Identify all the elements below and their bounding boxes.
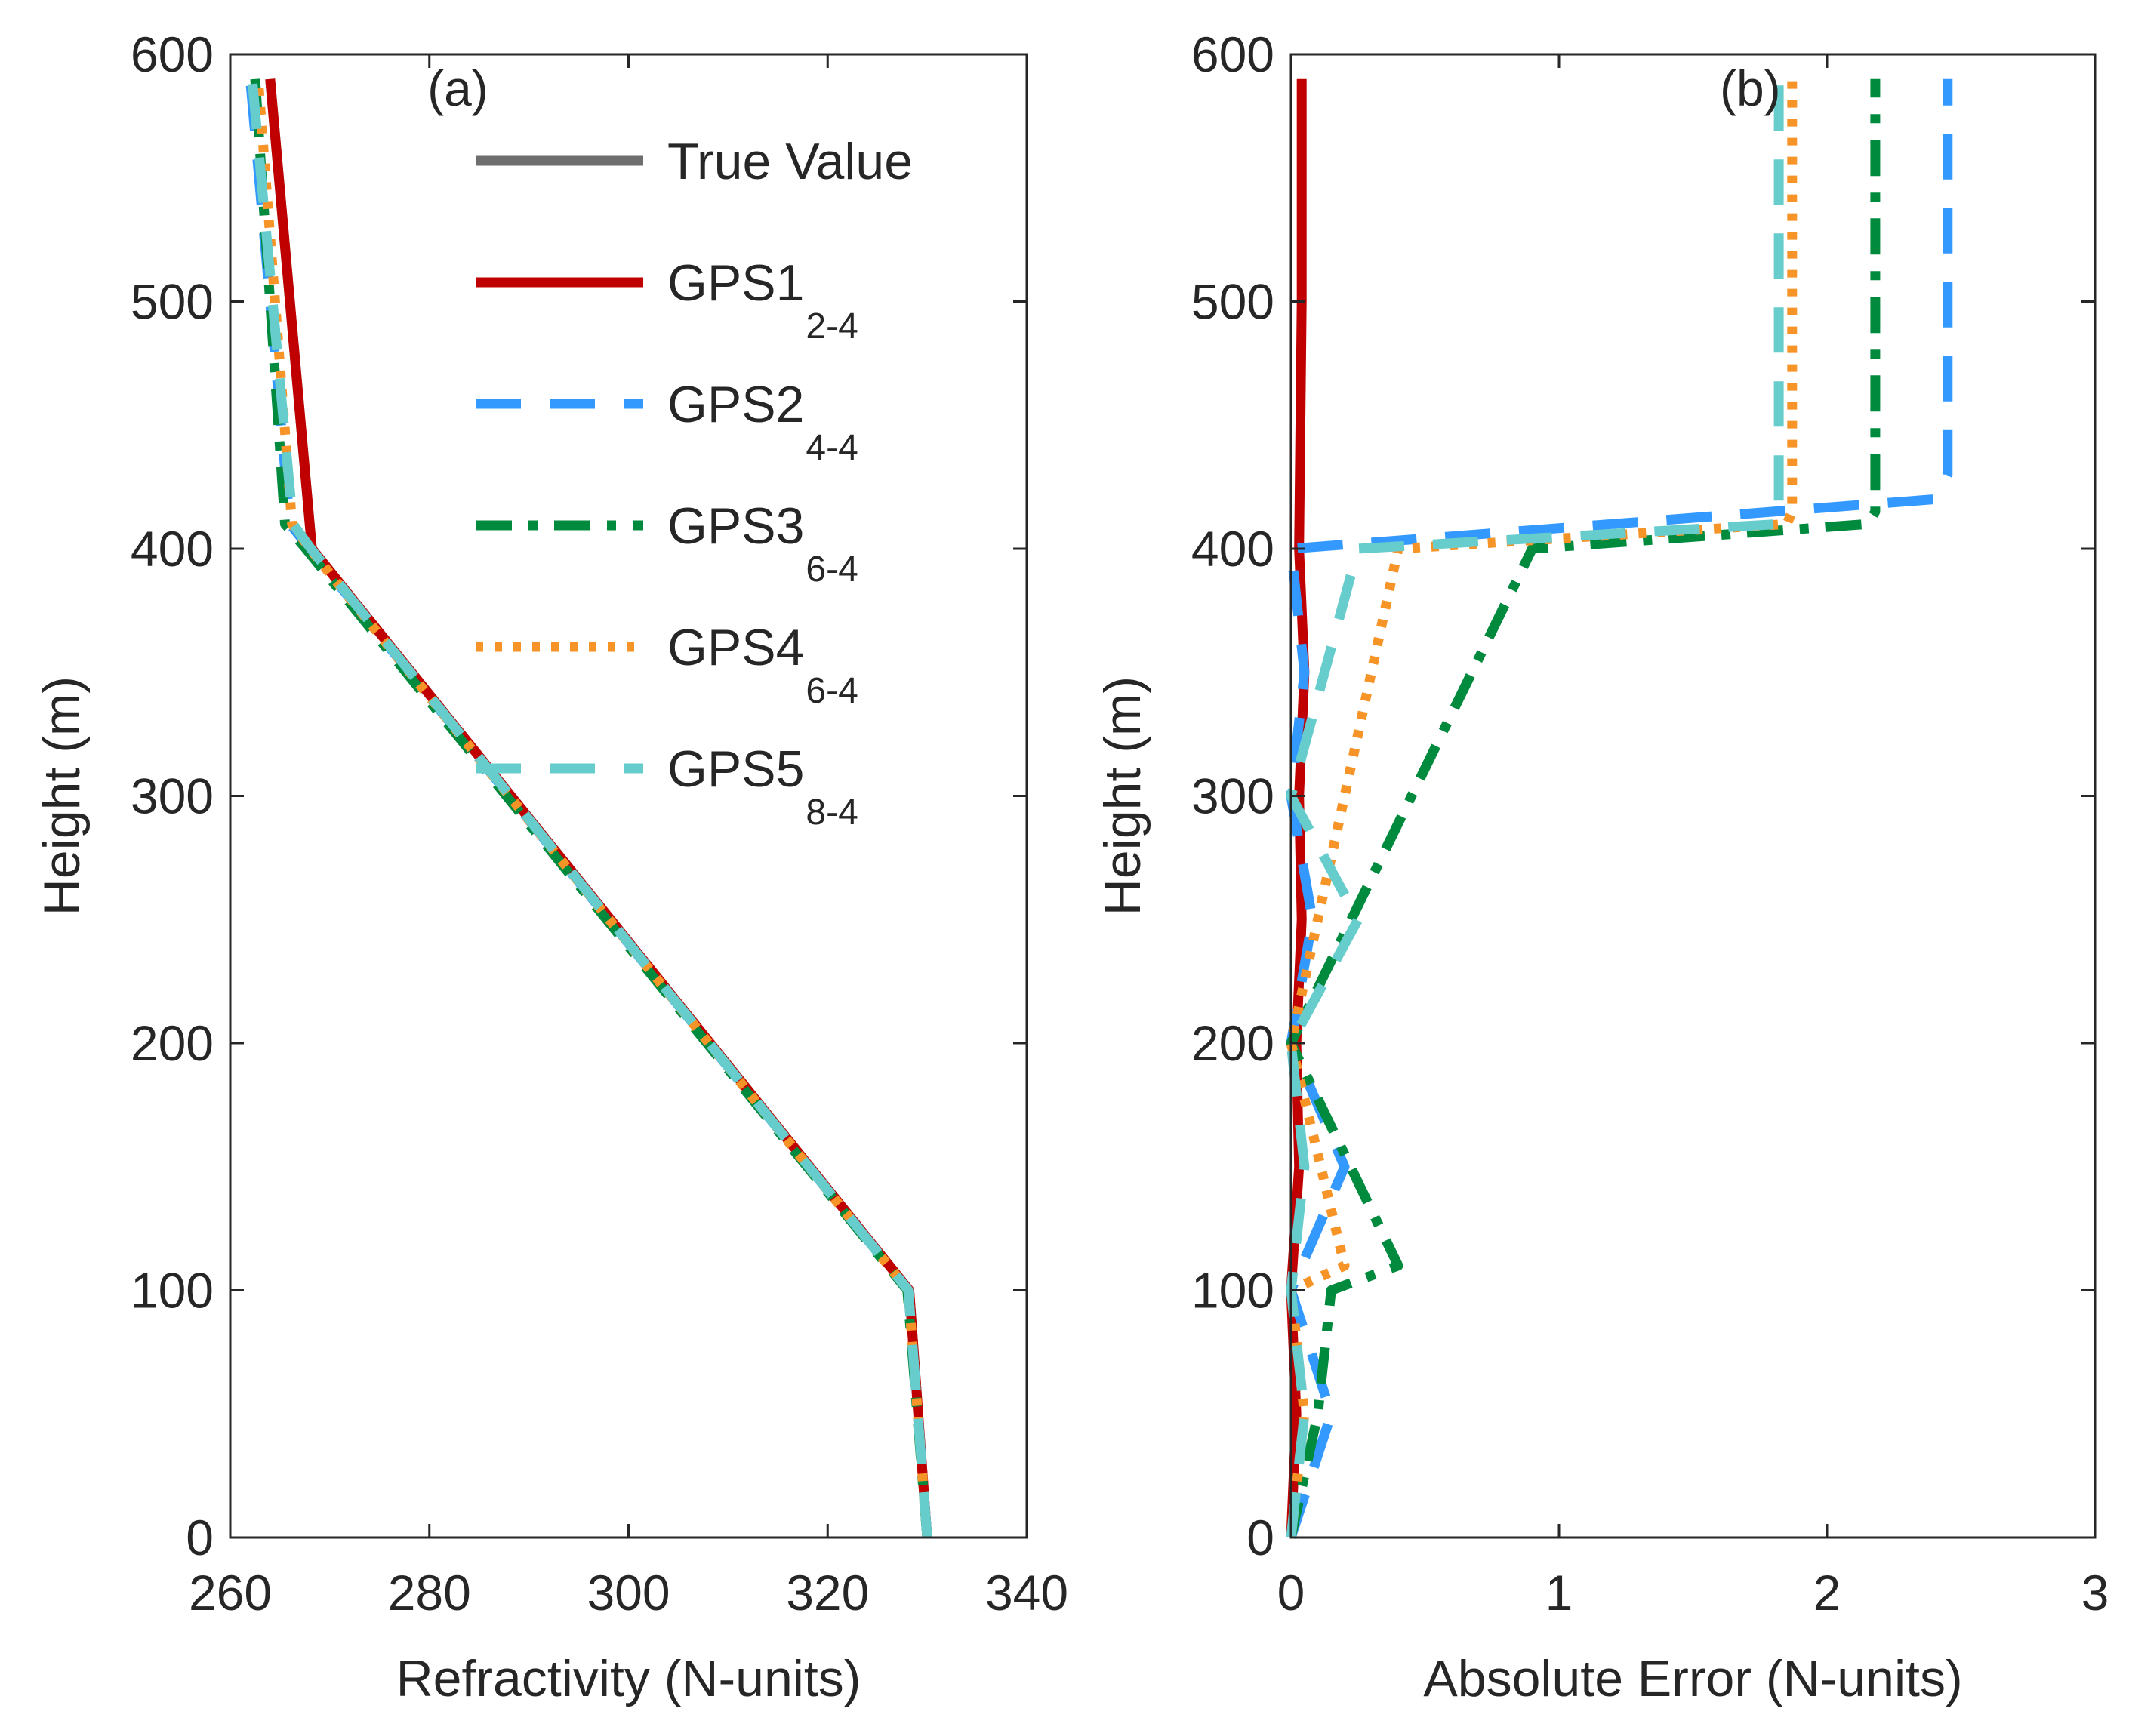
y-tick-label: 100 xyxy=(1191,1263,1274,1319)
legend-item: True Value xyxy=(476,133,913,190)
legend-subscript: 6-4 xyxy=(806,549,858,589)
y-tick-label: 100 xyxy=(131,1263,214,1319)
legend-label: GPS2 xyxy=(667,376,804,433)
x-axis-title: Refractivity (N-units) xyxy=(396,1650,861,1707)
series-group xyxy=(1286,78,1953,1540)
legend-label: True Value xyxy=(667,133,913,190)
panel-label: (b) xyxy=(1720,60,1781,116)
x-tick-label: 340 xyxy=(985,1565,1068,1621)
y-axis-title: Height (m) xyxy=(1094,676,1151,916)
legend-subscript: 4-4 xyxy=(806,428,858,468)
x-tick-label: 0 xyxy=(1277,1565,1305,1621)
y-tick-label: 200 xyxy=(1191,1015,1274,1071)
y-axis-title: Height (m) xyxy=(33,676,91,916)
series-line-gps5 xyxy=(247,78,932,1538)
series-line-gps4 xyxy=(253,78,932,1538)
legend-subscript: 8-4 xyxy=(806,793,858,833)
y-tick-label: 400 xyxy=(131,521,214,577)
series-group xyxy=(245,78,932,1538)
y-tick-label: 400 xyxy=(1191,521,1274,577)
y-tick-label: 300 xyxy=(1191,768,1274,824)
legend-subscript: 2-4 xyxy=(806,306,858,346)
x-tick-label: 1 xyxy=(1545,1565,1573,1621)
x-axis-title: Absolute Error (N-units) xyxy=(1423,1650,1962,1707)
legend-label: GPS3 xyxy=(667,497,804,555)
series-line-gps2 xyxy=(1286,78,1953,1540)
x-tick-label: 320 xyxy=(786,1565,869,1621)
panel-a: 260 280 300 320 340 0 100 200 300 400 500 600 Refrac… xyxy=(33,26,1068,1707)
legend-label: GPS1 xyxy=(667,254,804,312)
legend-label: GPS4 xyxy=(667,619,804,676)
y-tick-label: 600 xyxy=(131,26,214,82)
y-tick-label: 600 xyxy=(1191,26,1274,82)
x-tick-label: 300 xyxy=(587,1565,670,1621)
series-line-gps4 xyxy=(1286,78,1798,1538)
y-tick-label: 300 xyxy=(131,768,214,824)
series-line-gps3 xyxy=(1286,78,1881,1539)
legend-subscript: 6-4 xyxy=(806,671,858,711)
y-tick-label: 500 xyxy=(131,274,214,330)
panel-b: 0 1 2 3 0 100 200 300 400 500 600 Absolute Error (N… xyxy=(1094,26,2109,1707)
x-tick-label: 3 xyxy=(2081,1565,2109,1621)
legend: True ValueGPS12-4GPS24-4GPS36-4GPS46-4GP… xyxy=(476,133,913,833)
y-tick-label: 500 xyxy=(1191,274,1274,330)
x-tick-label: 2 xyxy=(1813,1565,1841,1621)
x-tick-label: 260 xyxy=(189,1565,272,1621)
x-tick-label: 280 xyxy=(388,1565,471,1621)
y-tick-label: 0 xyxy=(186,1510,214,1565)
panel-label: (a) xyxy=(427,60,488,116)
series-line-gps5 xyxy=(1286,78,1784,1538)
y-tick-label: 200 xyxy=(131,1015,214,1071)
legend-label: GPS5 xyxy=(667,740,804,798)
series-line-gps1 xyxy=(1286,78,1310,1538)
y-tick-label: 0 xyxy=(1246,1510,1274,1565)
